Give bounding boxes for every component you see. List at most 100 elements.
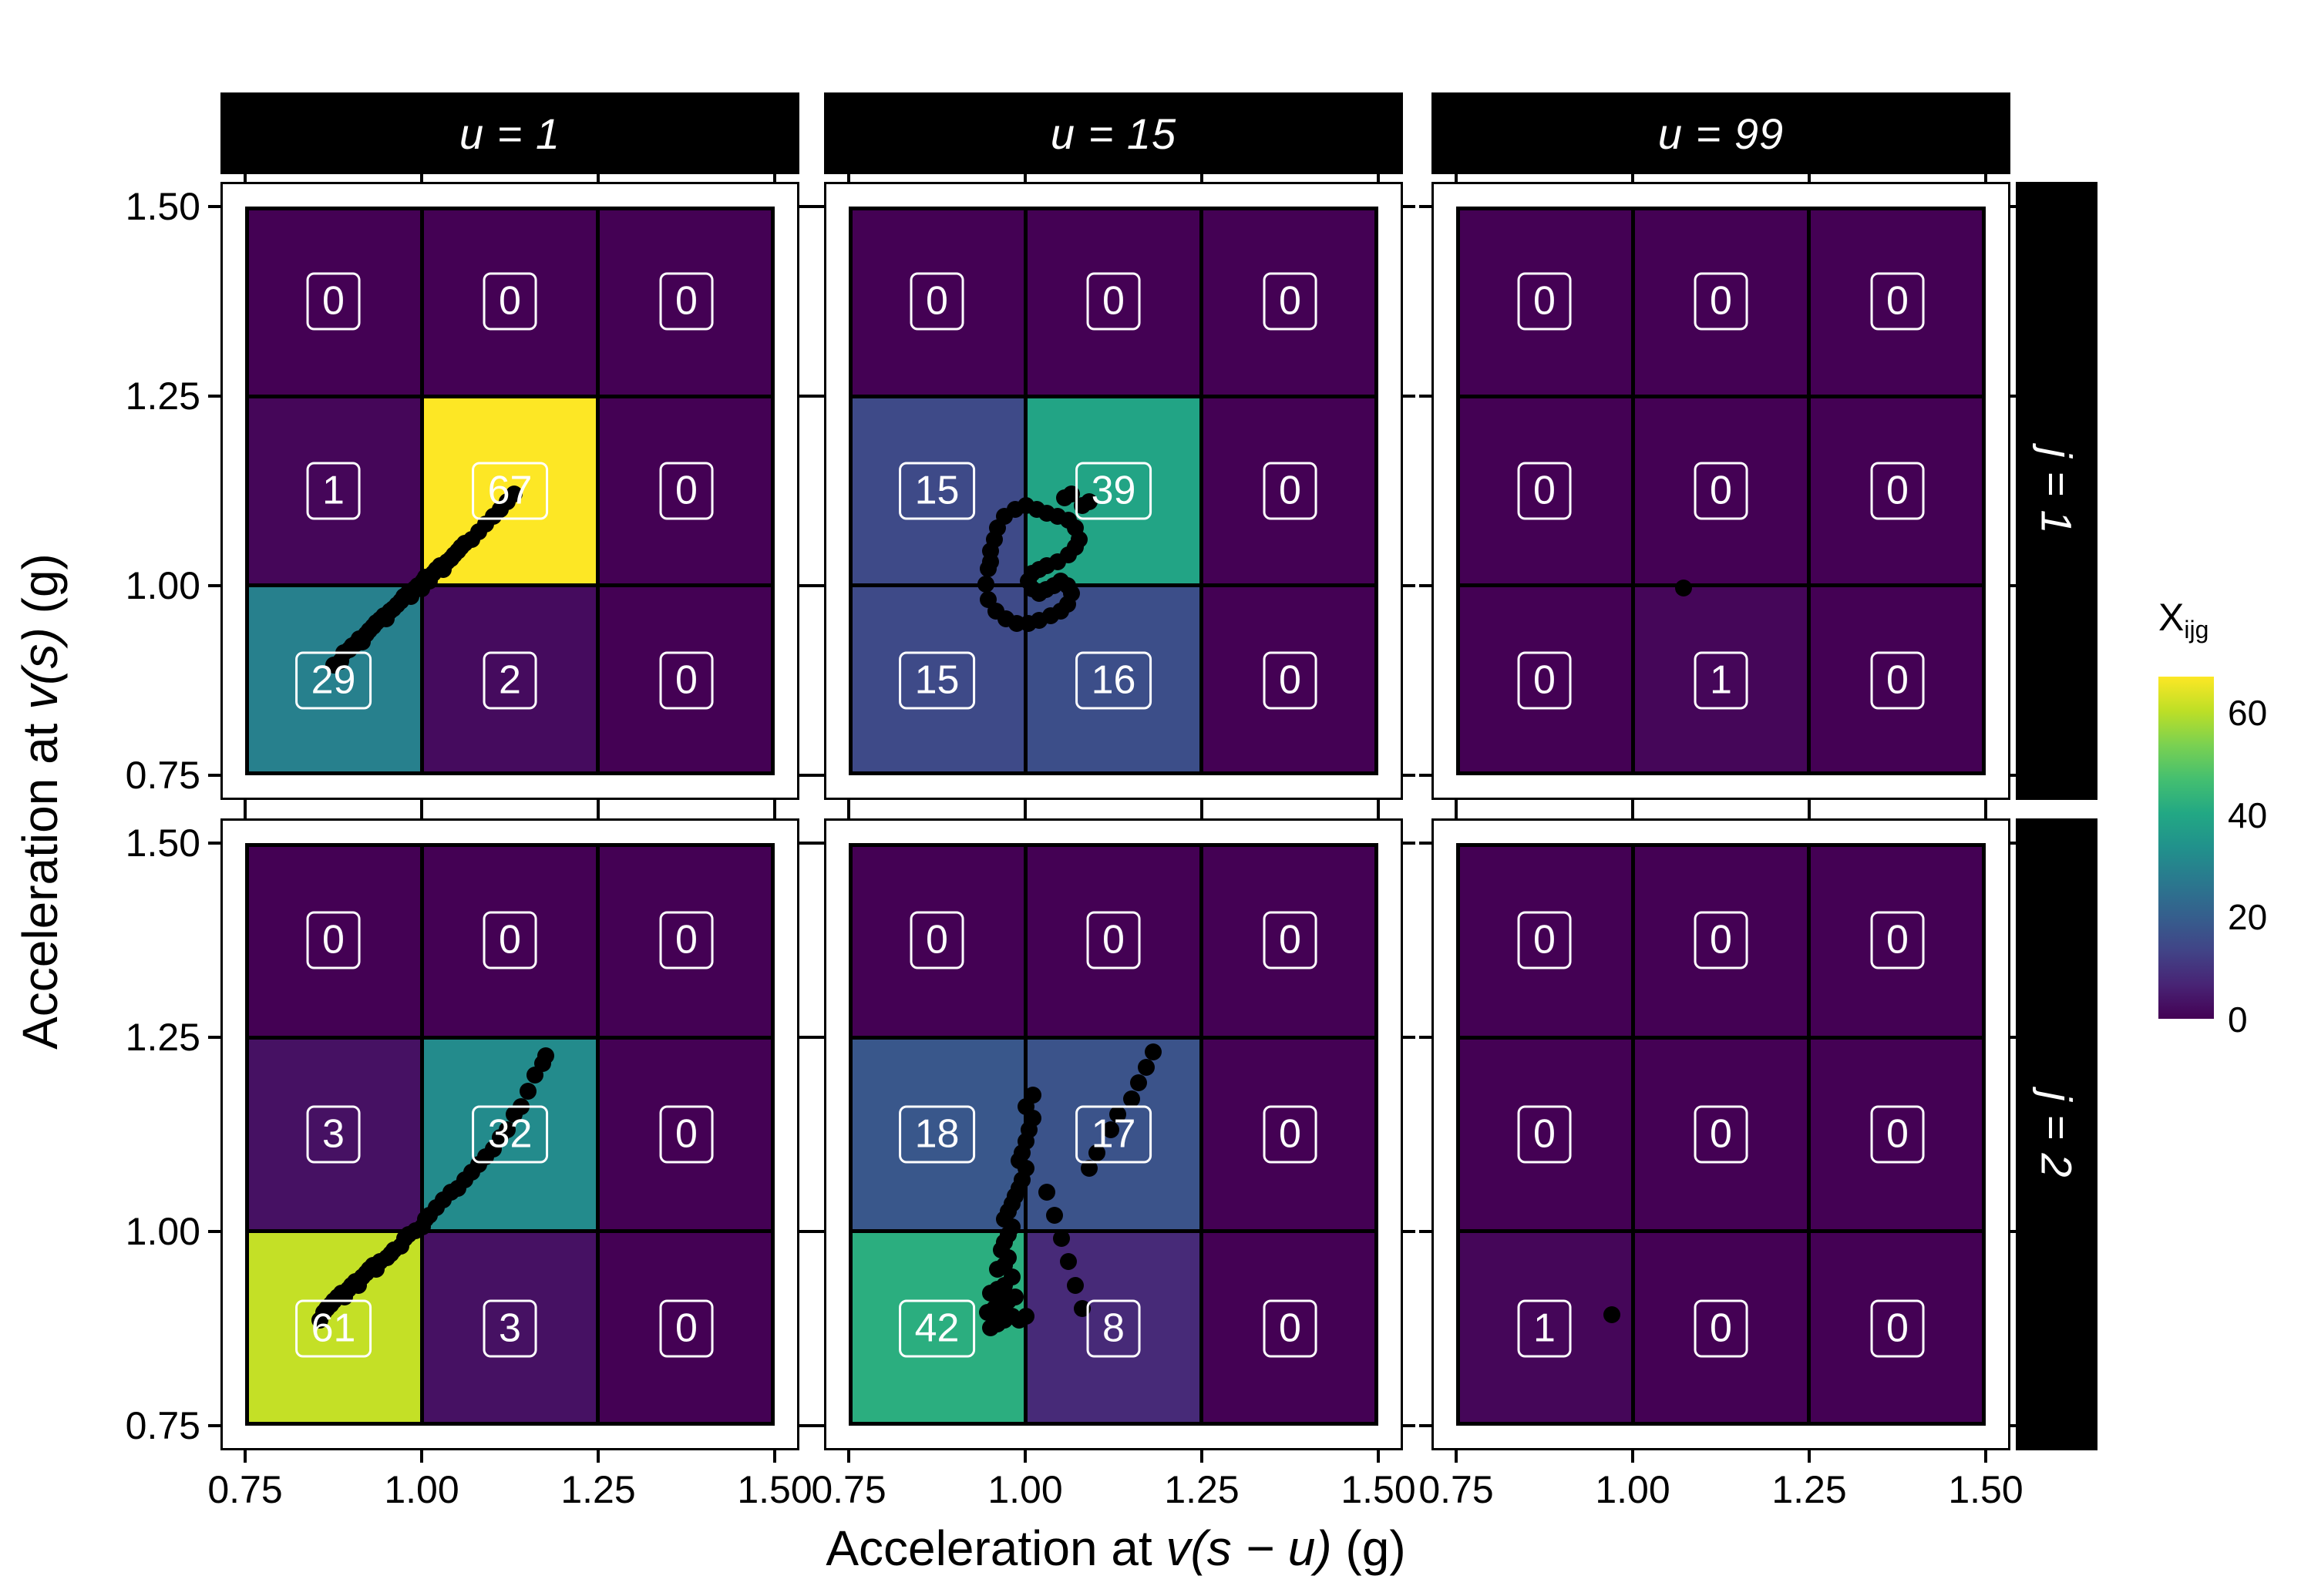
scatter-point: [1038, 1183, 1056, 1201]
tile-count-label: 0: [1263, 462, 1317, 520]
facet-strip-col-0: u = 1: [220, 92, 799, 174]
facet-strip-col-label: u = 1: [459, 109, 561, 158]
axis-tick: [1984, 806, 1987, 818]
axis-tick: [812, 395, 824, 398]
axis-tick: [1808, 170, 1811, 182]
tile-count-label: 0: [1694, 1299, 1748, 1358]
facet-strip-row-1: j = 2: [2016, 818, 2097, 1450]
tile-grid: [245, 843, 775, 1426]
x-tick-label: 1.50: [1341, 1468, 1416, 1511]
axis-tick: [847, 806, 850, 818]
heatmap-tile: [1635, 1040, 1807, 1229]
tile-count-label: 0: [1517, 651, 1572, 710]
heatmap-tile: [1028, 398, 1199, 583]
facet-strip-row-label: j = 2: [2032, 1090, 2081, 1178]
heatmap-tile: [1460, 586, 1632, 771]
heatmap-tile: [853, 210, 1024, 395]
legend-tick-label: 60: [2228, 693, 2268, 734]
tile-count-label: 1: [1517, 1299, 1572, 1358]
axis-tick: [773, 1450, 776, 1463]
legend-colorbar: [2158, 677, 2214, 1019]
tile-count-label: 0: [1263, 1299, 1317, 1358]
axis-tick: [2010, 395, 2023, 398]
scatter-point: [505, 485, 523, 502]
heatmap-tile: [1635, 586, 1807, 771]
x-tick-label: 1.00: [987, 1468, 1063, 1511]
heatmap-tile: [599, 847, 771, 1037]
axis-tick: [208, 1036, 220, 1039]
heatmap-tile: [1810, 398, 1982, 583]
axis-tick: [812, 205, 824, 208]
tile-count-label: 1: [306, 462, 361, 520]
x-tick-label: 1.00: [384, 1468, 459, 1511]
axis-tick: [1419, 584, 1431, 587]
axis-tick: [1419, 1230, 1431, 1233]
axis-tick: [1808, 1450, 1811, 1463]
heatmap-tile: [1203, 1232, 1374, 1422]
tile-count-label: 0: [1086, 911, 1141, 969]
heatmap-tile: [424, 847, 596, 1037]
facet-strip-col-2: u = 99: [1431, 92, 2010, 174]
scatter-point: [1603, 1305, 1621, 1323]
scatter-point: [1067, 1276, 1085, 1294]
axis-tick: [244, 806, 247, 818]
y-axis-title-math: v(s): [12, 627, 68, 710]
axis-tick: [208, 395, 220, 398]
tile-count-label: 42: [898, 1299, 976, 1358]
scatter-point: [977, 576, 994, 593]
panel-j=1-u=1: 0 0 0 1 67 0 29 2 0: [220, 182, 799, 800]
axis-tick: [1024, 170, 1027, 182]
x-axis-title-math: v(s − u): [1166, 1520, 1332, 1576]
axis-tick: [1419, 774, 1431, 777]
axis-tick: [244, 170, 247, 182]
tile-count-label: 0: [659, 1105, 714, 1164]
tile-count-label: 0: [306, 272, 361, 331]
axis-tick: [2010, 842, 2023, 845]
panel-j=2-u=99: 0 0 0 0 0 0 1 0 0: [1431, 818, 2010, 1450]
axis-tick: [1984, 170, 1987, 182]
heatmap-tile: [249, 398, 421, 583]
scatter-point: [982, 553, 1000, 571]
axis-tick: [812, 842, 824, 845]
x-axis-title: Acceleration at v(s − u) (g): [220, 1520, 2011, 1577]
axis-tick: [1808, 806, 1811, 818]
axis-tick: [1419, 1424, 1431, 1427]
heatmap-tile: [1203, 210, 1374, 395]
legend-tick-label: 0: [2228, 1000, 2248, 1040]
scatter-point: [520, 1082, 537, 1100]
y-tick-label: 1.25: [125, 375, 200, 418]
heatmap-tile: [1460, 398, 1632, 583]
heatmap-tile: [599, 586, 771, 771]
scatter-point: [1007, 1288, 1024, 1305]
heatmap-tile: [1460, 847, 1632, 1037]
axis-tick: [799, 842, 812, 845]
axis-tick: [799, 584, 812, 587]
axis-tick: [244, 1450, 247, 1463]
axis-tick: [2010, 1424, 2023, 1427]
scatter-point: [1017, 1307, 1034, 1325]
tile-count-label: 0: [1870, 911, 1925, 969]
axis-tick: [799, 205, 812, 208]
heatmap-tile: [1460, 1040, 1632, 1229]
heatmap-tile: [1810, 586, 1982, 771]
scatter-point: [1045, 1206, 1063, 1224]
tile-count-label: 18: [898, 1105, 976, 1164]
y-tick-label: 1.00: [125, 564, 200, 607]
axis-tick: [1631, 1450, 1634, 1463]
heatmap-tile: [599, 398, 771, 583]
axis-tick: [420, 1450, 423, 1463]
facet-strip-row-0: j = 1: [2016, 182, 2097, 800]
tile-count-label: 0: [1263, 1105, 1317, 1164]
panel-j=2-u=15: 0 0 0 18 17 0 42 8 0: [824, 818, 1403, 1450]
tile-count-label: 61: [294, 1299, 372, 1358]
axis-tick: [799, 1230, 812, 1233]
scatter-point: [537, 1047, 555, 1065]
axis-tick: [1377, 806, 1380, 818]
tile-count-label: 0: [1694, 911, 1748, 969]
scatter-point: [1088, 1144, 1105, 1162]
axis-tick: [208, 1424, 220, 1427]
tile-count-label: 17: [1075, 1105, 1152, 1164]
heatmap-tile: [424, 586, 596, 771]
tile-count-label: 0: [1263, 911, 1317, 969]
